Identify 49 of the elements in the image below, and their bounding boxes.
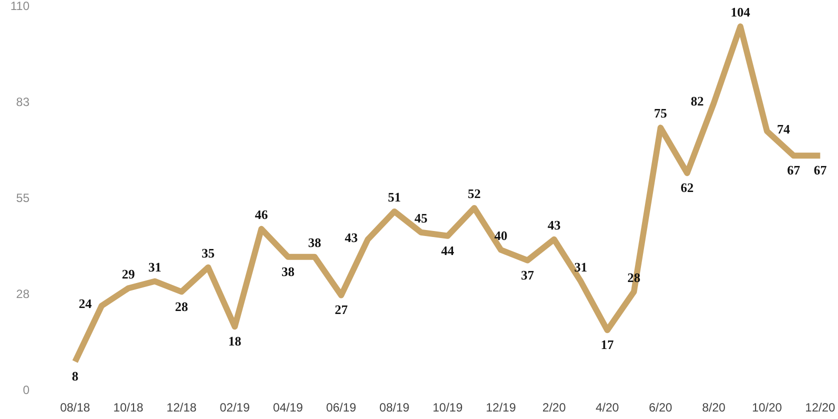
y-tick-label: 110 [10, 0, 30, 13]
data-label: 28 [627, 270, 641, 285]
data-label: 82 [690, 94, 704, 109]
data-label: 43 [548, 217, 562, 232]
x-tick-label: 10/20 [752, 400, 782, 414]
data-label: 31 [574, 259, 588, 274]
x-tick-label: 08/19 [379, 400, 410, 414]
data-label: 51 [388, 189, 401, 204]
x-tick-label: 4/20 [596, 400, 620, 414]
data-label: 28 [175, 298, 189, 314]
data-label: 38 [308, 234, 322, 250]
data-label: 35 [202, 245, 216, 260]
y-tick-label: 0 [22, 383, 30, 397]
data-label: 43 [344, 230, 358, 245]
data-label: 104 [730, 4, 751, 20]
data-label: 24 [78, 296, 92, 312]
y-tick-label: 28 [16, 287, 30, 301]
data-label: 52 [468, 186, 481, 201]
data-label: 29 [122, 266, 136, 282]
x-tick-label: 6/20 [648, 400, 673, 414]
data-label: 74 [776, 122, 790, 137]
data-label: 27 [334, 302, 348, 318]
y-tick-label: 55 [16, 191, 30, 205]
data-label: 40 [494, 228, 508, 243]
data-label: 46 [254, 206, 268, 222]
x-tick-label: 12/19 [486, 400, 516, 414]
data-label: 37 [520, 267, 534, 282]
data-label: 62 [680, 180, 694, 196]
data-label: 8 [72, 368, 79, 384]
x-tick-label: 04/19 [272, 400, 304, 414]
data-label: 75 [654, 106, 668, 121]
x-tick-label: 10/18 [113, 400, 144, 414]
y-tick-label: 83 [16, 95, 30, 109]
x-tick-label: 12/20 [805, 400, 836, 414]
x-tick-label: 8/20 [702, 400, 726, 414]
x-tick-label: 08/18 [60, 400, 90, 414]
data-label: 31 [148, 259, 162, 274]
x-tick-label: 2/20 [542, 400, 566, 414]
data-label: 18 [228, 334, 242, 349]
x-tick-label: 10/19 [432, 400, 463, 414]
data-label: 38 [281, 264, 295, 279]
data-label: 67 [787, 162, 801, 178]
x-tick-label: 12/18 [166, 400, 197, 414]
x-tick-label: 02/19 [220, 400, 250, 414]
data-label: 45 [414, 210, 428, 226]
data-label: 17 [600, 337, 614, 352]
x-tick-label: 06/19 [326, 400, 357, 414]
data-label: 67 [814, 162, 828, 178]
data-label: 44 [441, 242, 455, 258]
